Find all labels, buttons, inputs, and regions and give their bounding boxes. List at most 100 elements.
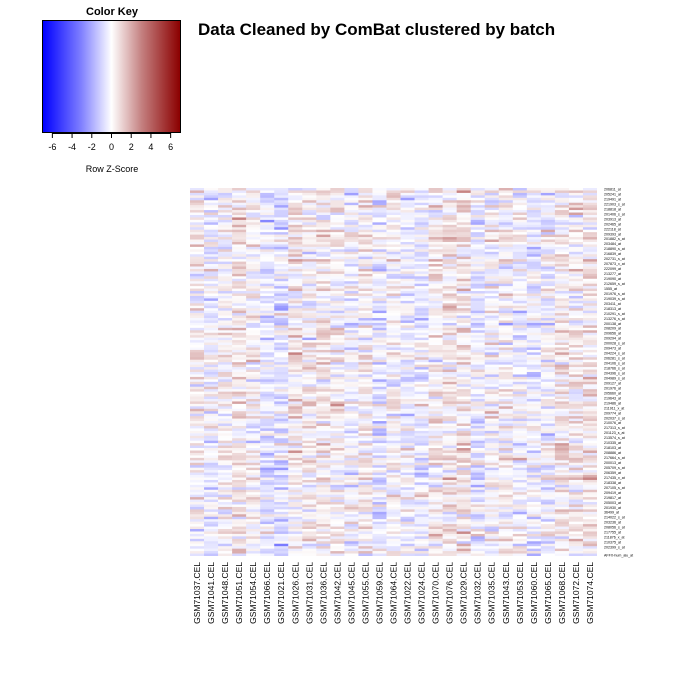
heatmap-cell: [568, 229, 584, 233]
heatmap-cell: [428, 295, 443, 299]
heatmap-cell: [372, 325, 387, 329]
heatmap-cell: [344, 322, 359, 326]
heatmap-cell: [260, 457, 275, 461]
heatmap-cell: [358, 251, 373, 255]
heatmap-cell: [414, 519, 429, 522]
heatmap-cell: [442, 433, 457, 437]
heatmap-cell: [372, 482, 387, 486]
heatmap-cell: [358, 516, 373, 520]
heatmap-cell: [260, 470, 275, 473]
heatmap-cell: [442, 413, 457, 417]
heatmap-cell: [442, 460, 457, 464]
heatmap-cell: [540, 214, 556, 218]
heatmap-cell: [540, 205, 556, 208]
heatmap-cell: [526, 487, 542, 491]
heatmap-cell: [540, 364, 556, 368]
heatmap-cell: [414, 335, 429, 338]
heatmap-cell: [498, 227, 514, 230]
heatmap-cell: [302, 374, 317, 378]
heatmap-cell: [568, 273, 584, 277]
heatmap-cell: [330, 359, 345, 363]
heatmap-cell: [204, 197, 219, 201]
heatmap-cell: [218, 423, 233, 427]
heatmap-cell: [218, 492, 233, 495]
heatmap-cell: [456, 305, 471, 309]
heatmap-cell: [260, 224, 275, 228]
heatmap-cell: [232, 421, 247, 424]
heatmap-cell: [218, 227, 233, 230]
heatmap-cell: [204, 433, 219, 437]
heatmap-cell: [484, 342, 500, 346]
heatmap-cell: [526, 406, 542, 410]
heatmap-cell: [414, 408, 429, 412]
heatmap-cell: [386, 190, 401, 194]
heatmap-cell: [246, 467, 261, 471]
heatmap-cell: [358, 428, 373, 432]
heatmap-cell: [232, 543, 247, 547]
heatmap-cell: [218, 465, 233, 468]
heatmap-cell: [582, 418, 597, 422]
heatmap-cell: [498, 460, 514, 464]
heatmap-cell: [204, 342, 219, 346]
heatmap-cell: [316, 430, 331, 434]
heatmap-cell: [372, 543, 387, 547]
heatmap-cell: [358, 305, 373, 309]
heatmap-cell: [204, 440, 219, 444]
heatmap-cell: [386, 268, 401, 272]
heatmap-cell: [190, 192, 205, 196]
heatmap-cell: [400, 369, 415, 373]
row-label: 204224_s_at: [604, 352, 625, 356]
heatmap-cell: [316, 492, 331, 495]
heatmap-cell: [358, 278, 373, 282]
heatmap-cell: [526, 460, 542, 464]
heatmap-cell: [540, 428, 556, 432]
heatmap-cell: [260, 524, 275, 527]
heatmap-cell: [330, 499, 345, 503]
heatmap-cell: [456, 293, 471, 297]
heatmap-cell: [302, 472, 317, 476]
heatmap-cell: [190, 433, 205, 437]
heatmap-cell: [274, 504, 289, 508]
heatmap-cell: [190, 369, 205, 373]
heatmap-cell: [260, 445, 275, 449]
heatmap-cell: [260, 268, 275, 272]
heatmap-cell: [288, 509, 303, 513]
heatmap-cell: [582, 519, 597, 522]
heatmap-cell: [484, 210, 500, 213]
heatmap-cell: [414, 234, 429, 238]
heatmap-cell: [484, 389, 500, 392]
heatmap-cell: [274, 273, 289, 277]
heatmap-cell: [274, 472, 289, 476]
heatmap-cell: [400, 313, 415, 316]
heatmap-cell: [288, 433, 303, 437]
column-labels: GSM71037.CEL GSM71041.CEL GSM71048.CEL GSM7…: [192, 562, 595, 624]
heatmap-cell: [526, 403, 542, 407]
heatmap-cell: [190, 489, 205, 493]
heatmap-cell: [442, 467, 457, 471]
heatmap-cell: [470, 376, 486, 380]
row-label: 200013_at: [604, 461, 621, 465]
heatmap-cell: [554, 396, 570, 400]
heatmap-cell: [498, 212, 514, 216]
heatmap-cell: [526, 521, 542, 525]
heatmap-cell: [260, 403, 275, 407]
heatmap-cell: [568, 509, 584, 513]
heatmap-cell: [232, 266, 247, 270]
row-label: 204989_s_at: [604, 376, 625, 380]
heatmap-cell: [428, 438, 443, 441]
heatmap-cell: [512, 551, 528, 554]
heatmap-cell: [288, 249, 303, 253]
heatmap-cell: [288, 271, 303, 275]
heatmap-cell: [330, 357, 345, 361]
heatmap-cell: [484, 479, 500, 483]
heatmap-cell: [218, 246, 233, 250]
heatmap-cell: [330, 538, 345, 542]
heatmap-cell: [512, 197, 528, 201]
heatmap-cell: [582, 492, 597, 495]
heatmap-cell: [428, 264, 443, 267]
heatmap-cell: [204, 237, 219, 240]
heatmap-cell: [316, 259, 331, 262]
heatmap-cell: [540, 440, 556, 444]
heatmap-cell: [498, 340, 514, 343]
heatmap-cell: [456, 425, 471, 429]
